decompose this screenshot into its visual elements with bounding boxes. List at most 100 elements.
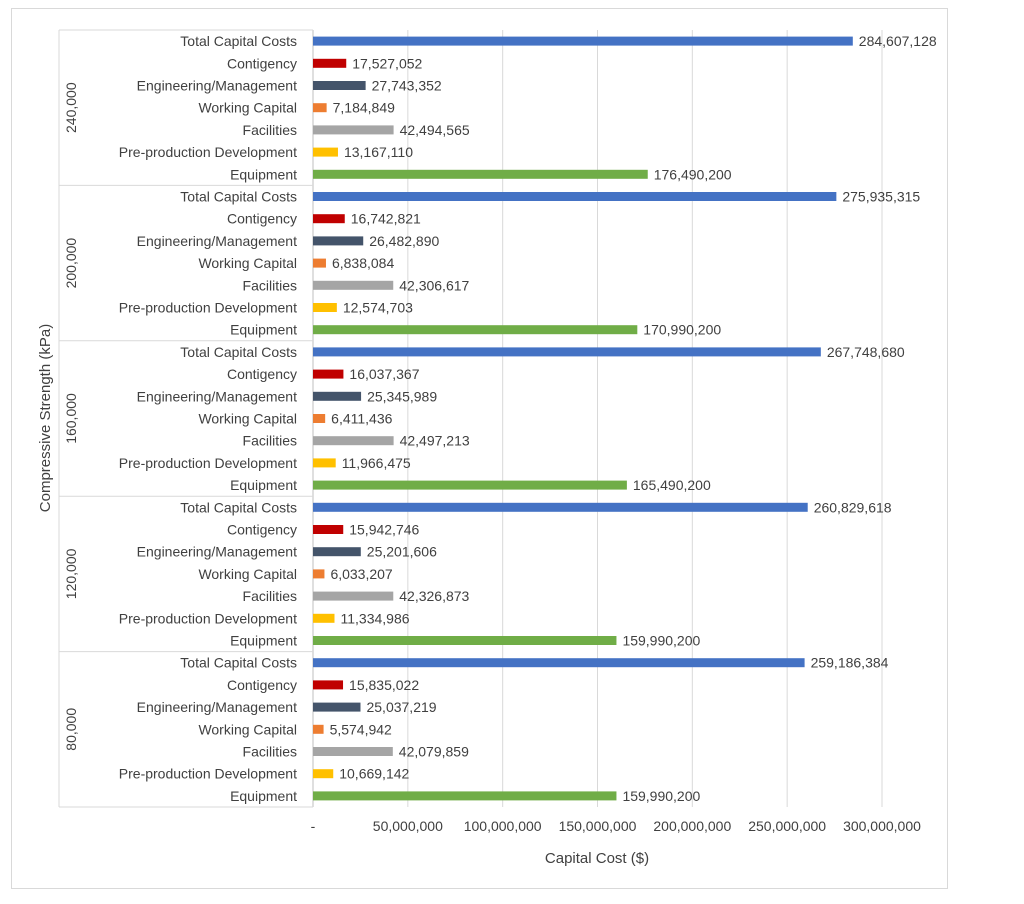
category-label: Equipment <box>230 633 297 649</box>
x-tick-label: 250,000,000 <box>748 818 826 834</box>
bar <box>313 525 344 534</box>
x-tick-label: 50,000,000 <box>373 818 443 834</box>
category-label: Contigency <box>227 55 297 71</box>
bar <box>313 81 366 90</box>
bar <box>313 236 364 246</box>
bar <box>313 769 334 779</box>
bar-value-label: 275,935,315 <box>842 189 920 205</box>
bar <box>313 414 326 423</box>
category-label: Total Capital Costs <box>180 344 297 360</box>
category-label: Working Capital <box>198 100 297 116</box>
x-axis-title: Capital Cost ($) <box>545 850 649 867</box>
group-separators <box>58 29 313 808</box>
category-label: Engineering/Management <box>137 388 297 404</box>
x-tick-label: - <box>311 818 316 834</box>
bar-value-label: 25,201,606 <box>367 544 437 560</box>
bar-value-label: 42,497,213 <box>400 433 470 449</box>
bar <box>313 502 808 512</box>
bar-value-label: 159,990,200 <box>622 633 700 649</box>
bar <box>313 36 853 46</box>
group-labels: 240,000 200,000 160,000 120,000 80,000 <box>63 82 79 751</box>
x-tick-label: 200,000,000 <box>653 818 731 834</box>
group-label: 120,000 <box>63 548 79 599</box>
category-label: Equipment <box>230 322 297 338</box>
bar-value-label: 6,411,436 <box>331 411 392 427</box>
bar <box>313 325 638 335</box>
category-label: Engineering/Management <box>137 699 297 715</box>
category-label: Facilities <box>243 433 297 449</box>
category-label: Working Capital <box>198 721 297 737</box>
bar <box>313 369 344 379</box>
bar-value-label: 17,527,052 <box>352 55 422 71</box>
bar-value-label: 16,742,821 <box>351 211 421 227</box>
category-label: Engineering/Management <box>137 78 297 94</box>
bar-value-label: 27,743,352 <box>372 78 442 94</box>
category-label: Equipment <box>230 788 297 804</box>
category-label: Engineering/Management <box>137 233 297 249</box>
category-label: Total Capital Costs <box>180 655 297 671</box>
bar <box>313 103 327 113</box>
group-label: 240,000 <box>63 82 79 133</box>
category-label: Facilities <box>243 588 297 604</box>
bar-value-label: 165,490,200 <box>633 477 711 493</box>
group-label: 80,000 <box>63 708 79 751</box>
category-label: Working Capital <box>198 411 297 427</box>
x-tick-label: 100,000,000 <box>464 818 542 834</box>
category-label: Total Capital Costs <box>180 189 297 205</box>
category-label: Pre-production Development <box>119 766 297 782</box>
bar <box>313 480 627 490</box>
category-label: Total Capital Costs <box>180 33 297 49</box>
category-label: Contigency <box>227 522 297 538</box>
category-label: Contigency <box>227 211 297 227</box>
bar <box>313 569 325 579</box>
bar-value-label: 6,838,084 <box>332 255 394 271</box>
bar <box>313 680 344 690</box>
bar <box>313 747 393 756</box>
category-label: Equipment <box>230 166 297 182</box>
category-label: Pre-production Development <box>119 455 297 471</box>
bar-value-label: 10,669,142 <box>339 766 409 782</box>
bar <box>313 658 805 668</box>
bar-value-label: 260,829,618 <box>814 499 892 515</box>
group-label: 160,000 <box>63 393 79 444</box>
bar <box>313 214 345 224</box>
bar-value-label: 6,033,207 <box>330 566 392 582</box>
category-label: Contigency <box>227 366 297 382</box>
bar <box>313 436 394 446</box>
bar-value-label: 42,494,565 <box>400 122 470 138</box>
bar <box>313 458 336 468</box>
category-label: Facilities <box>243 277 297 293</box>
bar-value-label: 12,574,703 <box>343 300 413 316</box>
bars <box>313 36 853 801</box>
bar-value-label: 42,079,859 <box>399 744 469 760</box>
bar-value-label: 42,326,873 <box>399 588 469 604</box>
category-label: Engineering/Management <box>137 544 297 560</box>
bar-value-label: 5,574,942 <box>330 721 392 737</box>
bar <box>313 791 617 801</box>
bar-value-label: 11,334,986 <box>340 610 409 626</box>
bar <box>313 391 362 401</box>
bar-value-label: 267,748,680 <box>827 344 905 360</box>
bar <box>313 724 324 734</box>
category-label: Pre-production Development <box>119 144 297 160</box>
bar-value-label: 42,306,617 <box>399 277 469 293</box>
x-tick-label: 150,000,000 <box>559 818 637 834</box>
category-label: Working Capital <box>198 566 297 582</box>
bar <box>313 591 394 601</box>
bar <box>313 258 326 268</box>
bar <box>313 613 335 623</box>
gridlines <box>312 30 883 807</box>
bar-value-label: 25,037,219 <box>366 699 436 715</box>
bar <box>313 347 821 357</box>
category-label: Equipment <box>230 477 297 493</box>
chart-frame <box>11 8 948 889</box>
bar-value-label: 15,942,746 <box>349 522 419 538</box>
category-label: Facilities <box>243 122 297 138</box>
category-label: Pre-production Development <box>119 610 297 626</box>
x-tick-labels: - 50,000,000 100,000,000 150,000,000 200,000… <box>311 818 921 834</box>
category-label: Working Capital <box>198 255 297 271</box>
bar-value-label: 13,167,110 <box>344 144 413 160</box>
bar-value-label: 284,607,128 <box>859 33 937 49</box>
bar-value-label: 26,482,890 <box>369 233 439 249</box>
